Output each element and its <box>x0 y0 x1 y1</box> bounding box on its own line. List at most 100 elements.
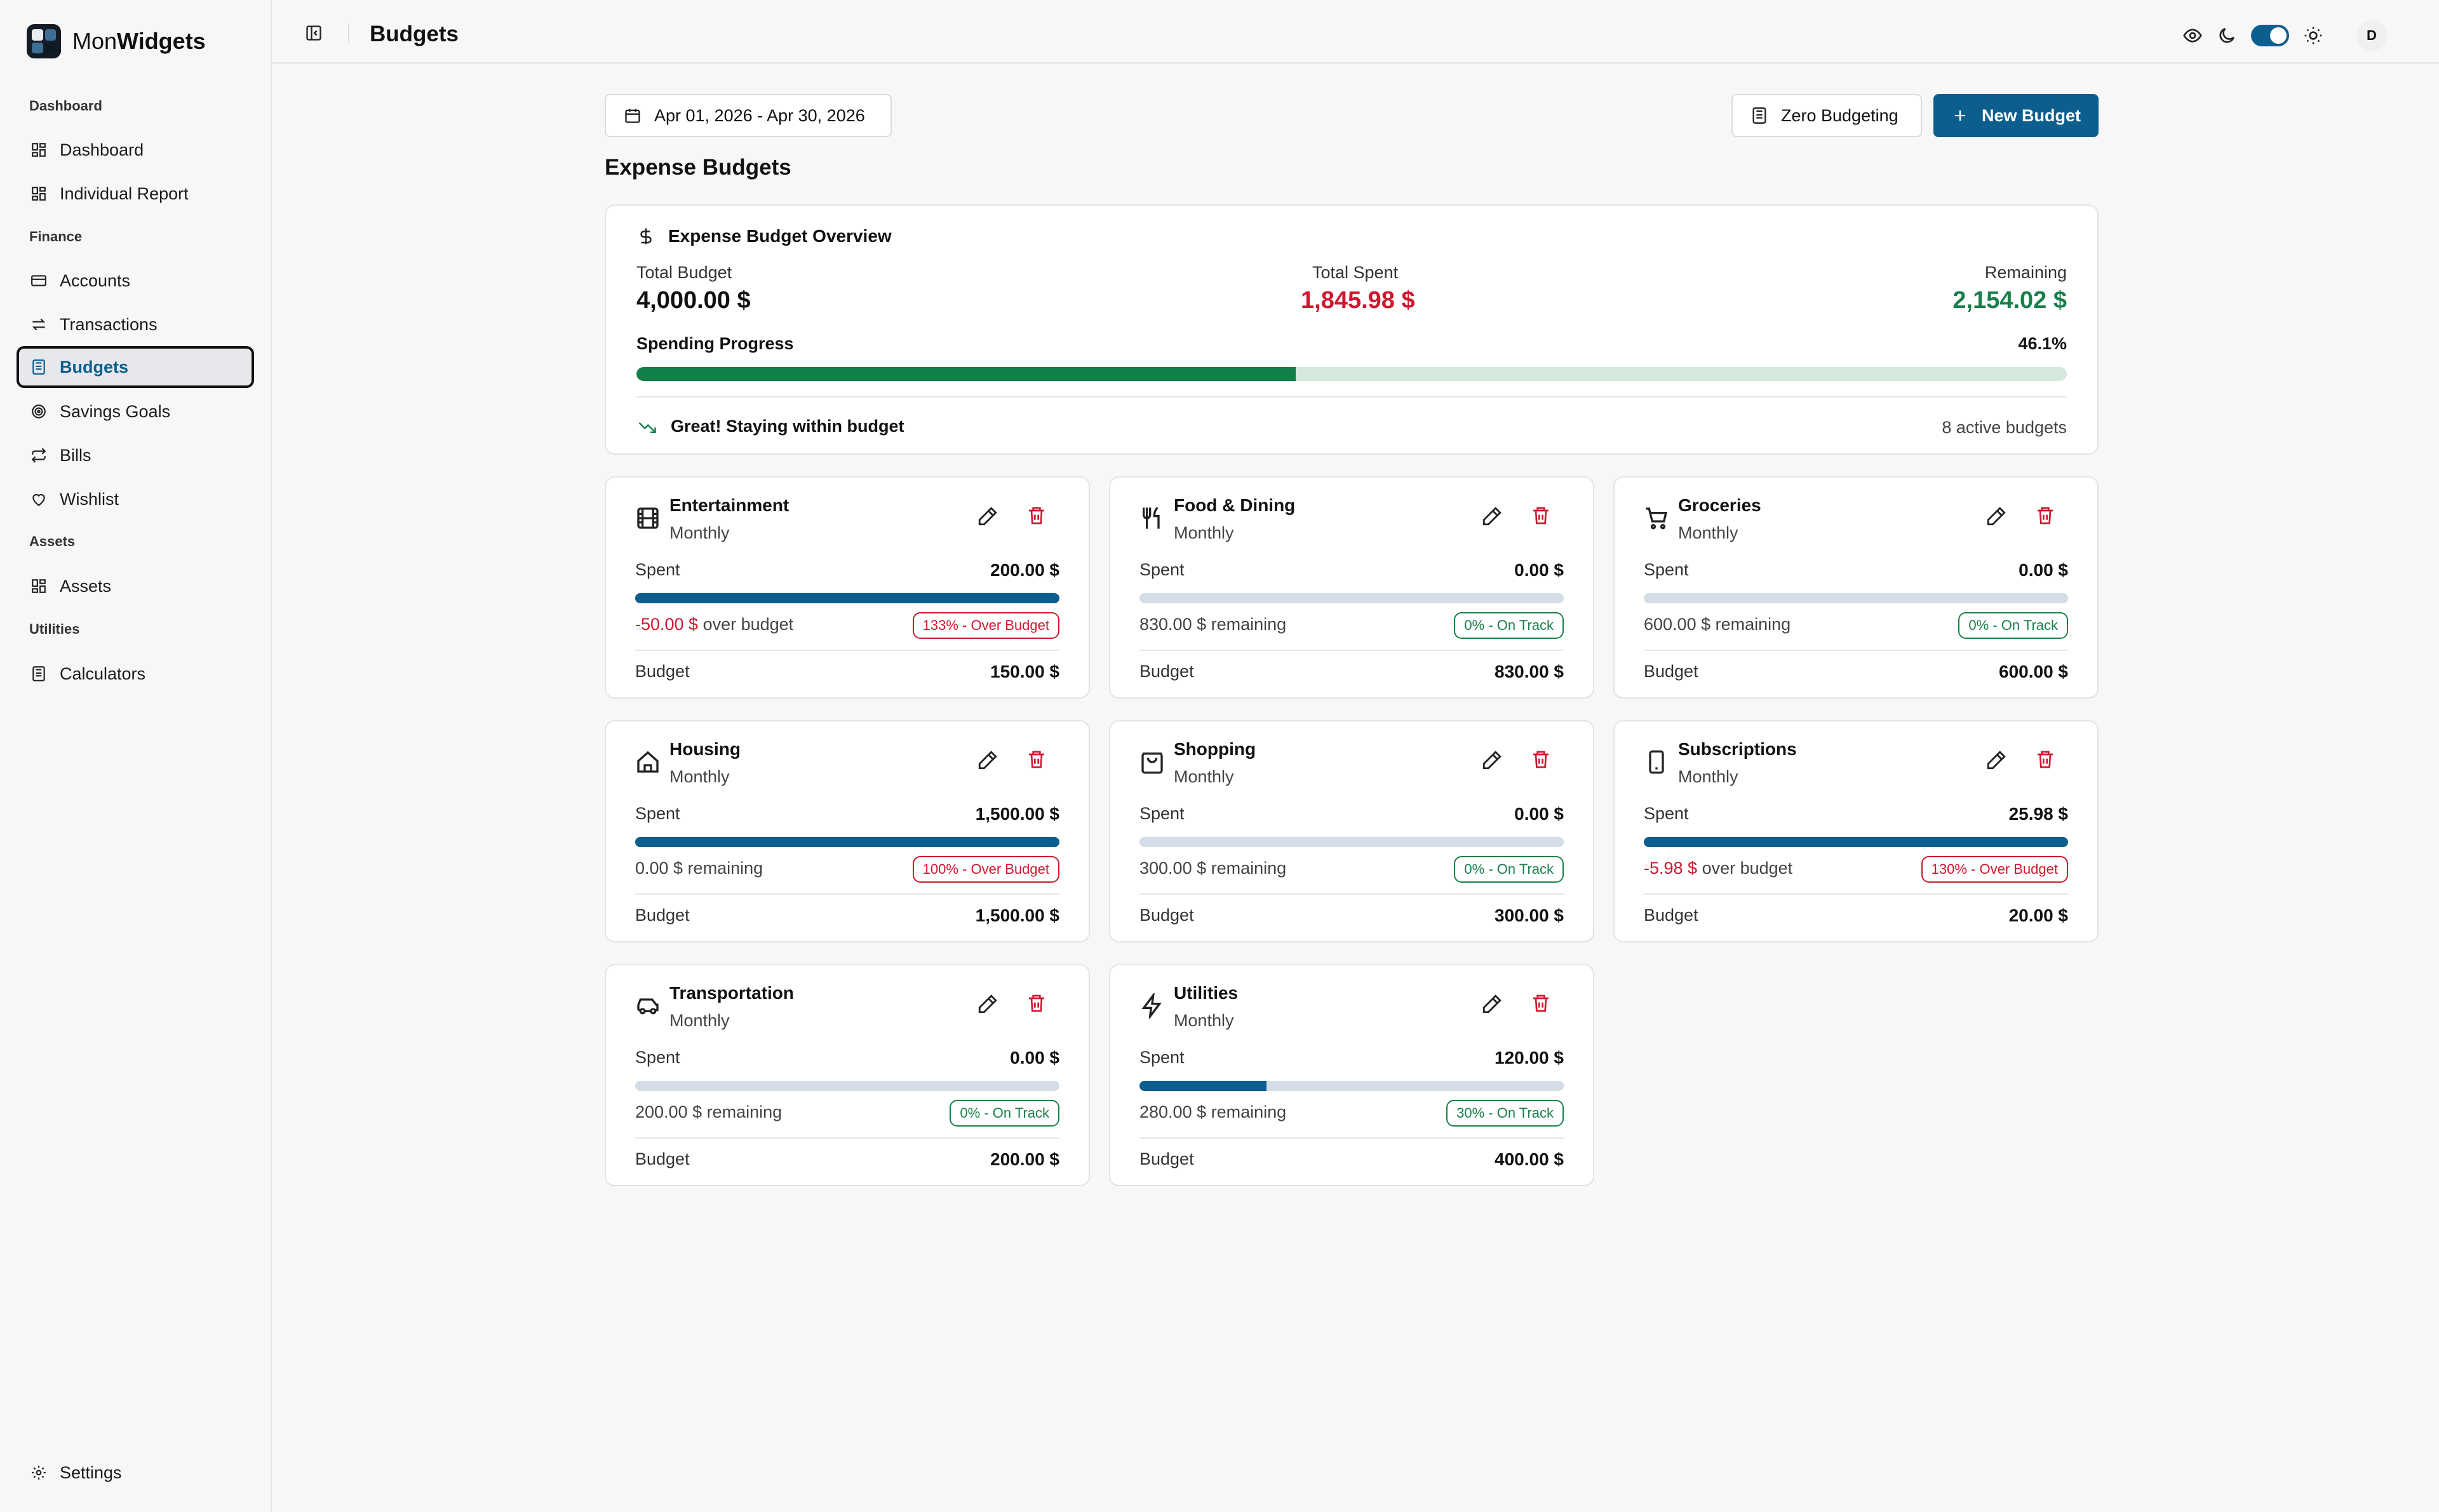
budget-value: 300.00 $ <box>1495 906 1564 925</box>
status-text: 830.00 $ remaining <box>1139 615 1287 634</box>
wallet-icon <box>31 275 46 286</box>
header-actions: D <box>2182 20 2387 51</box>
trending-down-icon <box>638 422 656 433</box>
delete-trash-icon[interactable] <box>1531 749 1551 770</box>
spent-label: Spent <box>1644 804 1689 823</box>
sidebar-item-transactions[interactable]: Transactions <box>17 304 254 345</box>
sidebar-item-budgets[interactable]: Budgets <box>17 346 254 388</box>
grid-icon <box>32 579 46 593</box>
sidebar-item-bills[interactable]: Bills <box>17 434 254 476</box>
budget-divider <box>635 650 1059 651</box>
bolt-icon <box>1141 993 1162 1019</box>
total-budget-label: Total Budget <box>636 263 732 282</box>
budget-progress-bar <box>1139 593 1564 603</box>
budget-card: Housing Monthly Spent 1,500.00 $ 0.00 $ … <box>605 720 1090 942</box>
budget-period: Monthly <box>669 1011 730 1030</box>
status-badge: 0% - On Track <box>950 1100 1059 1127</box>
overview-card: Expense Budget Overview Total Budget 4,0… <box>605 204 2099 455</box>
overview-title-label: Expense Budget Overview <box>668 226 892 246</box>
brand[interactable]: MonWidgets <box>27 24 206 58</box>
spent-value: 1,500.00 $ <box>975 804 1059 824</box>
edit-pencil-icon[interactable] <box>1481 505 1503 527</box>
delete-trash-icon[interactable] <box>1531 505 1551 526</box>
edit-pencil-icon[interactable] <box>1481 749 1503 771</box>
nav-section-dashboard: Dashboard <box>29 98 102 114</box>
sidebar-item-dashboard[interactable]: Dashboard <box>17 129 254 171</box>
budget-divider <box>1139 1137 1564 1139</box>
sidebar-item-settings[interactable]: Settings <box>17 1452 254 1494</box>
budget-card: Food & Dining Monthly Spent 0.00 $ 830.0… <box>1109 476 1594 699</box>
edit-pencil-icon[interactable] <box>977 505 998 527</box>
zero-budgeting-button[interactable]: Zero Budgeting <box>1731 94 1922 137</box>
spent-label: Spent <box>1644 560 1689 579</box>
repeat-icon <box>31 448 46 463</box>
new-budget-button[interactable]: New Budget <box>1933 94 2099 137</box>
avatar[interactable]: D <box>2356 20 2387 51</box>
sun-icon <box>2304 27 2322 44</box>
edit-pencil-icon[interactable] <box>1985 505 2007 527</box>
dollar-icon <box>640 228 652 244</box>
spent-value: 0.00 $ <box>2019 560 2068 580</box>
active-budgets-count: 8 active budgets <box>1942 418 2067 437</box>
sidebar-toggle-icon[interactable] <box>305 24 323 42</box>
date-range-label: Apr 01, 2026 - Apr 30, 2026 <box>654 105 865 125</box>
budget-label: Budget <box>635 906 690 925</box>
nav-section-finance: Finance <box>29 229 83 244</box>
delete-trash-icon[interactable] <box>1026 505 1047 526</box>
budget-value: 400.00 $ <box>1495 1149 1564 1169</box>
overview-status: Great! Staying within budget <box>636 417 904 436</box>
edit-pencil-icon[interactable] <box>977 993 998 1015</box>
sidebar-item-accounts[interactable]: Accounts <box>17 260 254 302</box>
arrows-icon <box>32 318 46 331</box>
sidebar-item-assets[interactable]: Assets <box>17 565 254 607</box>
budget-card: Subscriptions Monthly Spent 25.98 $ -5.9… <box>1613 720 2099 942</box>
budget-value: 20.00 $ <box>2008 906 2068 925</box>
delete-trash-icon[interactable] <box>1531 993 1551 1014</box>
budget-progress-fill <box>1644 837 2068 847</box>
eye-icon[interactable] <box>2182 25 2203 46</box>
budget-progress-fill <box>635 837 1059 847</box>
sidebar-item-label: Accounts <box>60 271 131 290</box>
budget-card: Shopping Monthly Spent 0.00 $ 300.00 $ r… <box>1109 720 1594 942</box>
delete-trash-icon[interactable] <box>1026 993 1047 1014</box>
sidebar-item-label: Individual Report <box>60 184 189 203</box>
spent-label: Spent <box>1139 1048 1185 1067</box>
sidebar-item-calculators[interactable]: Calculators <box>17 653 254 695</box>
sidebar-item-label: Wishlist <box>60 489 119 509</box>
edit-pencil-icon[interactable] <box>1985 749 2007 771</box>
theme-toggle[interactable] <box>2251 25 2289 46</box>
sidebar-item-wishlist[interactable]: Wishlist <box>17 478 254 520</box>
status-text: 300.00 $ remaining <box>1139 859 1287 878</box>
budget-period: Monthly <box>669 767 730 786</box>
sidebar-item-individual-report[interactable]: Individual Report <box>17 173 254 215</box>
delete-trash-icon[interactable] <box>2035 749 2055 770</box>
heart-icon <box>32 493 45 507</box>
edit-pencil-icon[interactable] <box>977 749 998 771</box>
delete-trash-icon[interactable] <box>1026 749 1047 770</box>
status-text: over budget <box>698 615 794 634</box>
sidebar-item-label: Transactions <box>60 314 158 334</box>
date-range-picker[interactable]: Apr 01, 2026 - Apr 30, 2026 <box>605 94 892 137</box>
new-budget-label: New Budget <box>1982 105 2081 125</box>
budget-name: Food & Dining <box>1174 495 1296 515</box>
budget-progress-bar <box>635 1081 1059 1091</box>
budget-progress-bar <box>635 593 1059 603</box>
spent-label: Spent <box>635 804 680 823</box>
utensils-icon <box>1143 507 1160 529</box>
moon-icon <box>2219 28 2234 43</box>
sidebar-item-label: Dashboard <box>60 140 144 159</box>
target-icon <box>32 405 46 418</box>
budget-progress-bar <box>1139 1081 1564 1091</box>
budget-status: -50.00 $ over budget <box>635 615 793 634</box>
total-spent-label: Total Spent <box>1312 263 1399 282</box>
budget-value: 200.00 $ <box>990 1149 1059 1169</box>
sidebar: MonWidgets Dashboard Dashboard Individua… <box>0 0 272 1512</box>
sidebar-item-savings-goals[interactable]: Savings Goals <box>17 391 254 432</box>
edit-pencil-icon[interactable] <box>1481 993 1503 1015</box>
delete-trash-icon[interactable] <box>2035 505 2055 526</box>
budget-progress-bar <box>1644 837 2068 847</box>
calendar-icon <box>625 109 640 123</box>
status-badge: 130% - Over Budget <box>1921 856 2068 883</box>
budget-divider <box>1139 650 1564 651</box>
sidebar-item-label: Calculators <box>60 664 146 683</box>
